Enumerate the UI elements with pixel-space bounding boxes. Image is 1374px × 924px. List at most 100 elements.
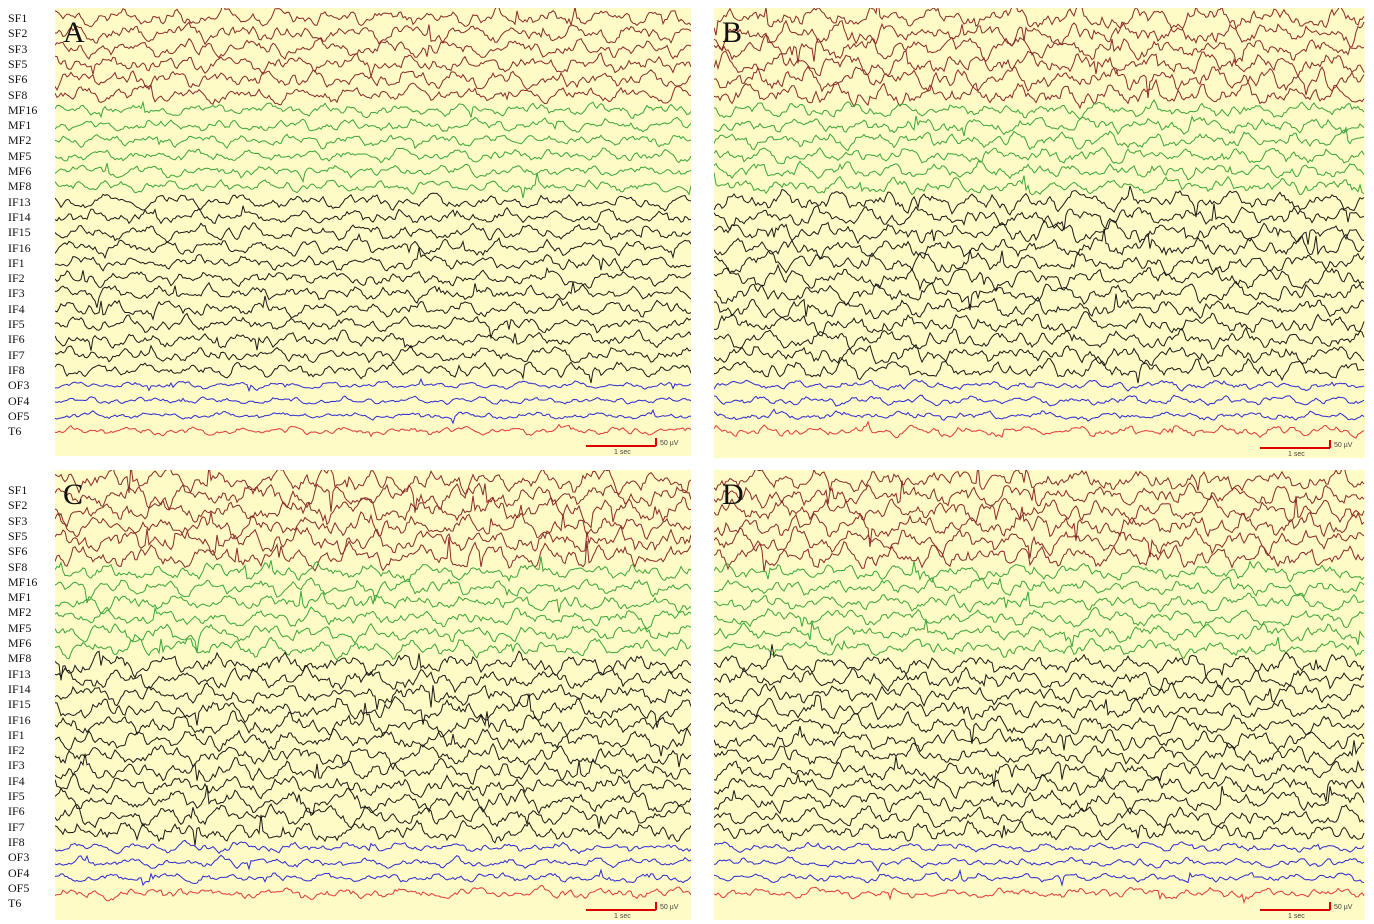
channel-label: IF13 bbox=[8, 194, 31, 209]
eeg-trace-if7 bbox=[714, 344, 1365, 367]
channel-label: IF1 bbox=[8, 255, 25, 270]
eeg-trace-if5 bbox=[714, 772, 1365, 802]
scale-label-amplitude: 50 µV bbox=[1334, 442, 1353, 449]
eeg-trace-sf2 bbox=[55, 21, 691, 46]
eeg-trace-if15 bbox=[55, 682, 691, 710]
eeg-trace-if15 bbox=[714, 681, 1365, 708]
eeg-trace-if5 bbox=[714, 310, 1365, 337]
channel-label: SF1 bbox=[8, 483, 28, 497]
eeg-trace-if1 bbox=[55, 247, 691, 272]
eeg-trace-sf6 bbox=[55, 524, 691, 556]
channel-label: MF1 bbox=[8, 118, 32, 133]
eeg-trace-of3 bbox=[55, 839, 691, 855]
eeg-trace-if8 bbox=[714, 820, 1365, 842]
eeg-trace-if13 bbox=[55, 650, 691, 681]
channel-label: IF3 bbox=[8, 758, 25, 773]
eeg-trace-if7 bbox=[55, 803, 691, 829]
eeg-trace-if4 bbox=[55, 295, 691, 321]
eeg-trace-if8 bbox=[55, 814, 691, 846]
eeg-trace-if5 bbox=[55, 312, 691, 340]
channel-label: MF6 bbox=[8, 164, 32, 178]
eeg-trace-if14 bbox=[55, 205, 691, 225]
eeg-trace-if1 bbox=[714, 710, 1365, 745]
eeg-trace-if3 bbox=[55, 281, 691, 308]
eeg-trace-if3 bbox=[55, 742, 691, 771]
eeg-trace-if4 bbox=[714, 756, 1365, 787]
eeg-trace-of5 bbox=[714, 408, 1365, 422]
channel-label: SF3 bbox=[8, 41, 28, 56]
eeg-trace-sf5 bbox=[714, 506, 1365, 548]
eeg-trace-mf1 bbox=[55, 577, 691, 604]
eeg-trace-if14 bbox=[714, 203, 1365, 231]
eeg-trace-of4 bbox=[55, 395, 691, 406]
panel-letter: C bbox=[63, 478, 84, 511]
eeg-trace-if14 bbox=[714, 666, 1365, 692]
eeg-trace-t6 bbox=[55, 423, 691, 438]
eeg-trace-if15 bbox=[714, 217, 1365, 245]
channel-label: IF6 bbox=[8, 332, 25, 347]
eeg-trace-sf8 bbox=[714, 540, 1365, 572]
eeg-trace-mf8 bbox=[55, 172, 691, 199]
eeg-trace-if1 bbox=[55, 702, 691, 738]
eeg-trace-mf8 bbox=[55, 636, 691, 661]
channel-label: T6 bbox=[8, 424, 22, 439]
channel-label: IF13 bbox=[8, 666, 31, 681]
channel-label: MF2 bbox=[8, 133, 32, 148]
eeg-trace-if7 bbox=[55, 344, 691, 364]
scale-label-amplitude: 50 µV bbox=[1334, 904, 1353, 911]
eeg-trace-sf2 bbox=[714, 19, 1365, 50]
panel-letter: B bbox=[722, 16, 743, 49]
eeg-trace-mf1 bbox=[55, 116, 691, 133]
eeg-trace-t6 bbox=[55, 884, 691, 902]
panel-letter: D bbox=[722, 478, 744, 511]
eeg-trace-if2 bbox=[55, 266, 691, 289]
eeg-trace-if8 bbox=[714, 357, 1365, 384]
eeg-trace-if5 bbox=[55, 773, 691, 800]
eeg-trace-of3 bbox=[714, 841, 1365, 853]
eeg-trace-of5 bbox=[714, 868, 1365, 888]
eeg-trace-if4 bbox=[55, 753, 691, 785]
channel-label: IF15 bbox=[8, 225, 31, 240]
channel-label: IF5 bbox=[8, 317, 25, 331]
eeg-trace-if6 bbox=[55, 785, 691, 815]
eeg-trace-t6 bbox=[714, 886, 1365, 904]
eeg-trace-mf2 bbox=[55, 590, 691, 615]
eeg-panel-b: 1 sec 50 µV B bbox=[714, 8, 1365, 458]
eeg-trace-sf8 bbox=[55, 537, 691, 572]
channel-label: IF8 bbox=[8, 834, 25, 849]
eeg-trace-mf1 bbox=[714, 115, 1365, 137]
channel-label: IF6 bbox=[8, 804, 25, 819]
eeg-trace-if16 bbox=[55, 232, 691, 260]
eeg-trace-mf6 bbox=[55, 622, 691, 653]
eeg-trace-sf6 bbox=[55, 69, 691, 92]
eeg-trace-if2 bbox=[714, 263, 1365, 292]
channel-label: SF6 bbox=[8, 72, 28, 87]
eeg-trace-if6 bbox=[55, 329, 691, 351]
eeg-trace-mf16 bbox=[714, 99, 1365, 121]
channel-label: SF8 bbox=[8, 559, 28, 574]
channel-label: OF4 bbox=[8, 865, 30, 880]
eeg-trace-if3 bbox=[714, 740, 1365, 766]
eeg-trace-sf3 bbox=[714, 33, 1365, 64]
channel-label: MF16 bbox=[8, 574, 38, 589]
eeg-trace-sf1 bbox=[714, 470, 1365, 493]
channel-label: OF3 bbox=[8, 850, 30, 865]
channel-label: SF3 bbox=[8, 513, 28, 528]
eeg-trace-if13 bbox=[55, 192, 691, 212]
scale-label-time: 1 sec bbox=[614, 449, 631, 456]
eeg-trace-if4 bbox=[714, 293, 1365, 320]
channel-label: MF16 bbox=[8, 102, 38, 117]
eeg-trace-sf1 bbox=[55, 8, 691, 28]
eeg-trace-sf1 bbox=[714, 8, 1365, 36]
eeg-trace-mf6 bbox=[714, 160, 1365, 181]
eeg-trace-mf16 bbox=[55, 556, 691, 582]
eeg-trace-sf8 bbox=[714, 78, 1365, 110]
eeg-trace-if15 bbox=[55, 222, 691, 244]
channel-label: IF4 bbox=[8, 773, 25, 788]
channel-label: IF5 bbox=[8, 789, 25, 803]
channel-label: SF1 bbox=[8, 11, 28, 25]
eeg-trace-of3 bbox=[714, 379, 1365, 392]
channel-label: OF5 bbox=[8, 408, 30, 423]
eeg-panel-a: 1 sec 50 µV A bbox=[55, 8, 691, 456]
scale-label-time: 1 sec bbox=[1288, 451, 1305, 458]
